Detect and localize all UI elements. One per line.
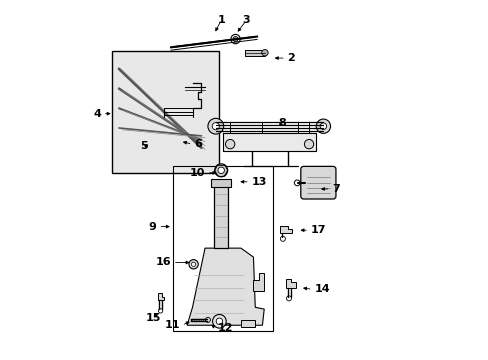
Bar <box>172 166 273 330</box>
Bar <box>214 180 228 248</box>
Text: 10: 10 <box>189 168 204 178</box>
Polygon shape <box>285 279 296 288</box>
Text: 3: 3 <box>242 15 249 26</box>
Text: 13: 13 <box>251 177 266 187</box>
Polygon shape <box>241 320 255 327</box>
Text: 7: 7 <box>332 184 340 194</box>
Circle shape <box>304 139 313 149</box>
Circle shape <box>214 164 227 177</box>
Circle shape <box>280 236 285 241</box>
Text: 15: 15 <box>145 313 161 323</box>
Text: 1: 1 <box>217 15 224 26</box>
Circle shape <box>212 315 226 328</box>
Circle shape <box>205 318 210 322</box>
Bar <box>244 50 264 55</box>
Circle shape <box>230 35 240 44</box>
Circle shape <box>320 123 326 130</box>
Circle shape <box>294 180 300 186</box>
Text: 9: 9 <box>148 222 156 231</box>
Polygon shape <box>187 248 264 325</box>
Bar <box>112 51 219 173</box>
Circle shape <box>191 262 195 266</box>
Polygon shape <box>253 273 264 291</box>
Polygon shape <box>158 293 163 300</box>
Text: 12: 12 <box>217 323 233 333</box>
Circle shape <box>207 118 223 134</box>
Text: 4: 4 <box>93 109 101 119</box>
Bar <box>211 179 231 187</box>
FancyBboxPatch shape <box>300 166 335 199</box>
Circle shape <box>212 123 219 130</box>
Circle shape <box>316 119 330 134</box>
Polygon shape <box>223 134 316 151</box>
Text: 2: 2 <box>287 53 295 63</box>
Circle shape <box>158 309 163 313</box>
Circle shape <box>188 260 198 269</box>
Text: 11: 11 <box>164 320 180 330</box>
Text: 6: 6 <box>194 139 202 149</box>
Circle shape <box>216 318 222 324</box>
Text: 17: 17 <box>310 225 325 235</box>
Circle shape <box>225 139 234 149</box>
Text: 16: 16 <box>155 257 171 267</box>
Circle shape <box>261 49 267 56</box>
Circle shape <box>286 296 291 301</box>
Text: 8: 8 <box>278 118 285 128</box>
Text: 14: 14 <box>314 284 329 294</box>
Circle shape <box>233 37 238 41</box>
Circle shape <box>218 167 224 174</box>
Text: 5: 5 <box>140 141 147 151</box>
Polygon shape <box>280 226 291 233</box>
